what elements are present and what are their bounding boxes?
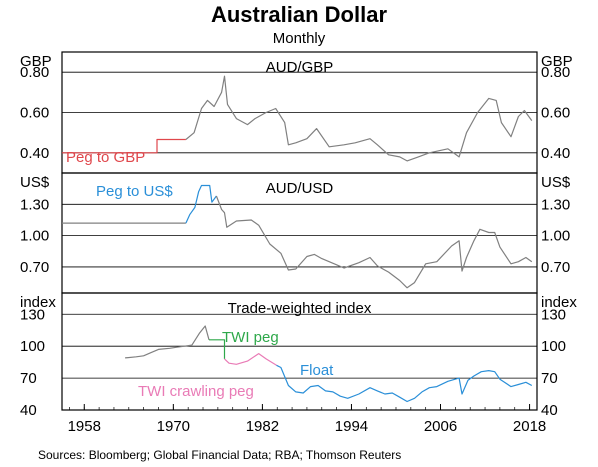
y-unit-left: US$	[20, 174, 50, 191]
y-unit-right: US$	[541, 174, 571, 191]
y-tick-label-right: 1.30	[541, 196, 570, 213]
y-tick-label-left: 0.60	[20, 105, 49, 122]
panel-title: AUD/GBP	[266, 59, 334, 76]
y-unit-right: index	[541, 294, 577, 311]
x-tick-label: 1970	[157, 418, 190, 435]
y-tick-label-left: 0.80	[20, 64, 49, 81]
y-tick-label-left: 40	[20, 402, 37, 419]
y-tick-label-right: 0.70	[541, 259, 570, 276]
x-tick-label: 1958	[68, 418, 101, 435]
y-tick-label-right: 40	[541, 402, 558, 419]
y-tick-label-left: 0.70	[20, 259, 49, 276]
annotation-peg-to-gbp: Peg to GBP	[66, 149, 145, 166]
y-tick-label-right: 0.40	[541, 145, 570, 162]
panel-title: AUD/USD	[266, 180, 334, 197]
y-tick-label-right: 130	[541, 306, 566, 323]
series-line-grey-0	[125, 325, 210, 359]
panel-aud-usd: 0.70 0.70 1.00 1.00 1.30 1.30 US$ US$ AUD/USD Peg…	[20, 172, 571, 294]
chart-title: Australian Dollar	[211, 2, 387, 27]
annotation-twi-crawling-peg: TWI crawling peg	[138, 383, 254, 400]
series-line-peg-to-us-	[185, 184, 217, 224]
y-tick-label-left: 70	[20, 370, 37, 387]
y-tick-label-right: 100	[541, 338, 566, 355]
annotation-peg-to-us-: Peg to US$	[96, 183, 173, 200]
y-tick-label-right: 0.80	[541, 64, 570, 81]
source-note: Sources: Bloomberg; Global Financial Dat…	[38, 448, 401, 462]
annotation-float: Float	[300, 362, 334, 379]
x-tick-label: 1982	[246, 418, 279, 435]
y-tick-label-right: 1.00	[541, 228, 570, 245]
series-line-twi-peg	[209, 339, 226, 359]
y-tick-label-left: 130	[20, 306, 45, 323]
y-tick-label-left: 0.40	[20, 145, 49, 162]
y-tick-label-left: 100	[20, 338, 45, 355]
y-unit-right: GBP	[541, 53, 573, 70]
y-unit-left: GBP	[20, 53, 52, 70]
x-axis: 1958 1970 1982 1994 2006 2018	[68, 404, 546, 435]
y-tick-label-left: 1.00	[20, 228, 49, 245]
series-line-grey-2	[215, 195, 533, 289]
y-tick-label-left: 1.30	[20, 196, 49, 213]
chart-subtitle: Monthly	[273, 30, 326, 47]
series-line-grey-1	[185, 75, 533, 162]
x-tick-label: 2018	[513, 418, 546, 435]
panel-title: Trade-weighted index	[228, 300, 372, 317]
series-line-peg-to-gbp	[62, 138, 186, 154]
x-tick-label: 1994	[335, 418, 368, 435]
series-line-float	[276, 364, 533, 403]
annotation-twi-peg: TWI peg	[222, 329, 279, 346]
series-line-twi-crawling-peg	[224, 353, 277, 366]
y-tick-label-right: 0.60	[541, 105, 570, 122]
y-tick-label-right: 70	[541, 370, 558, 387]
x-tick-label: 2006	[424, 418, 457, 435]
y-unit-left: index	[20, 294, 56, 311]
